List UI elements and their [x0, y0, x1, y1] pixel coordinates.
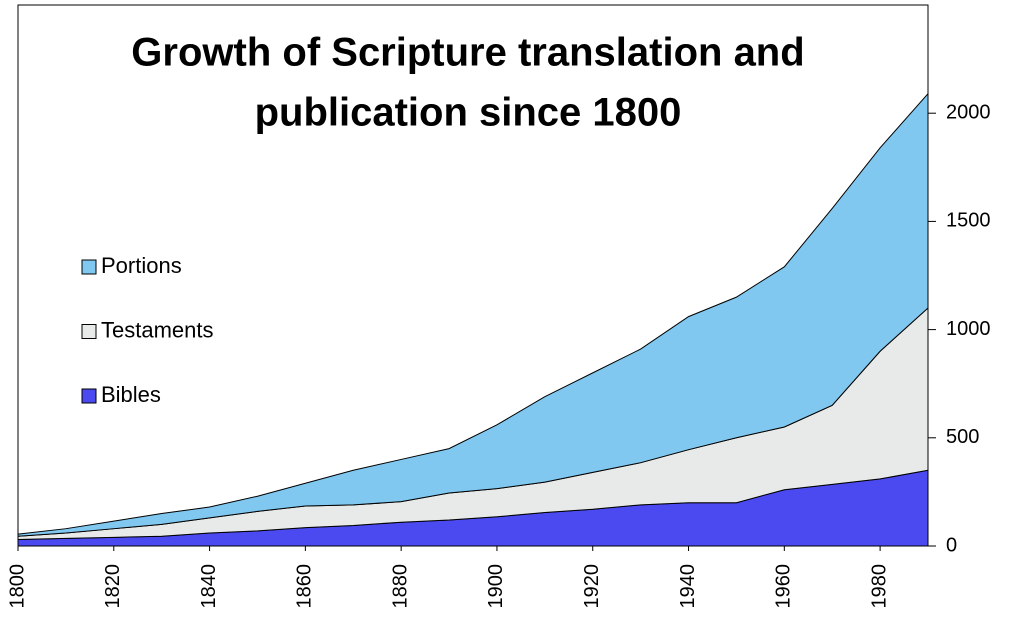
y-tick-label: 1000	[946, 318, 991, 340]
legend-label: Testaments	[101, 317, 214, 342]
x-tick-label: 1840	[198, 564, 220, 609]
plot-frame	[17, 4, 929, 547]
x-tick-label: 1860	[294, 564, 316, 609]
legend-swatch	[81, 259, 97, 275]
chart-title: Growth of Scripture translation and	[131, 31, 804, 75]
legend-label: Portions	[101, 253, 182, 278]
legend-swatch	[81, 324, 97, 339]
legend-swatch	[81, 388, 97, 404]
x-tick-label: 1940	[677, 564, 699, 609]
y-tick-label: 0	[946, 534, 957, 556]
x-tick-label: 1980	[868, 564, 890, 609]
y-tick-label: 500	[946, 426, 979, 448]
x-tick-label: 1800	[6, 564, 28, 609]
y-tick-label: 2000	[946, 101, 991, 123]
x-tick-label: 1820	[102, 564, 124, 609]
chart-title: publication since 1800	[255, 91, 682, 135]
y-tick-label: 1500	[946, 210, 991, 232]
x-tick-label: 1880	[389, 564, 411, 609]
x-tick-label: 1920	[581, 564, 603, 609]
legend-label: Bibles	[101, 382, 161, 407]
x-tick-label: 1960	[773, 564, 795, 609]
x-tick-label: 1900	[485, 564, 507, 609]
